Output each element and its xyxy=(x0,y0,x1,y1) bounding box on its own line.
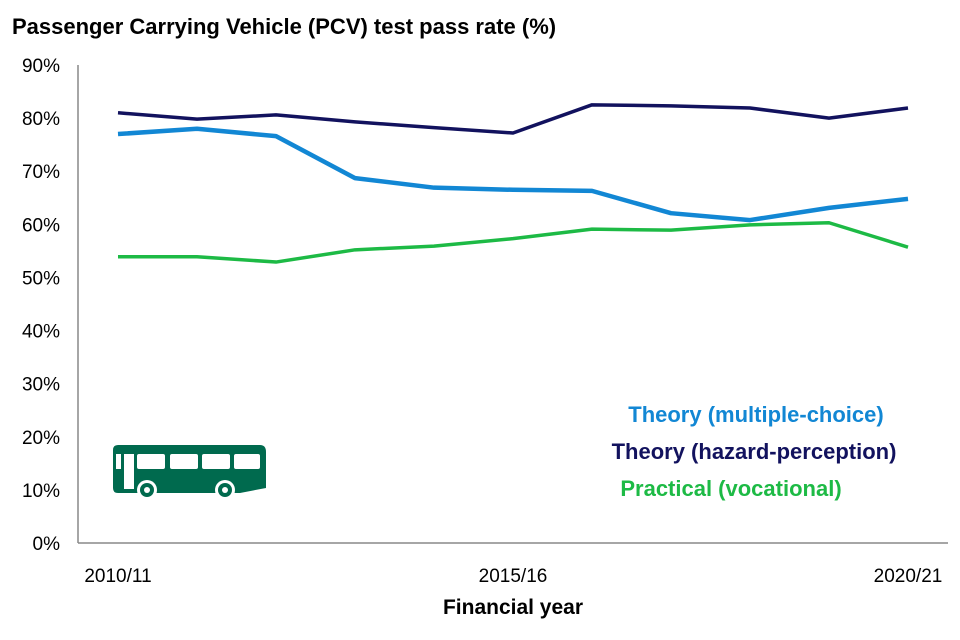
y-tick-label: 80% xyxy=(22,109,60,130)
y-tick-label: 10% xyxy=(22,481,60,502)
y-tick-label: 40% xyxy=(22,322,60,343)
y-tick-label: 50% xyxy=(22,268,60,289)
series-line-0 xyxy=(117,126,909,223)
legend-entry: Practical (vocational) xyxy=(620,476,841,501)
series-line-2 xyxy=(118,220,909,264)
x-tick-label: 2020/21 xyxy=(874,566,943,587)
chart-title: Passenger Carrying Vehicle (PCV) test pa… xyxy=(12,14,557,39)
y-tick-label: 0% xyxy=(33,534,61,555)
x-tick-label: 2015/16 xyxy=(479,566,548,587)
y-tick-label: 90% xyxy=(22,56,60,77)
y-tick-label: 20% xyxy=(22,428,60,449)
y-tick-label: 60% xyxy=(22,215,60,236)
x-tick-label: 2010/11 xyxy=(84,566,151,587)
legend-entry: Theory (multiple-choice) xyxy=(628,402,883,427)
y-tick-label: 70% xyxy=(22,162,60,183)
y-tick-label: 30% xyxy=(22,375,60,396)
legend-entry: Theory (hazard-perception) xyxy=(612,439,897,464)
bus-icon xyxy=(113,445,266,500)
series-line-1 xyxy=(117,103,909,135)
x-axis-title: Financial year xyxy=(443,596,583,619)
